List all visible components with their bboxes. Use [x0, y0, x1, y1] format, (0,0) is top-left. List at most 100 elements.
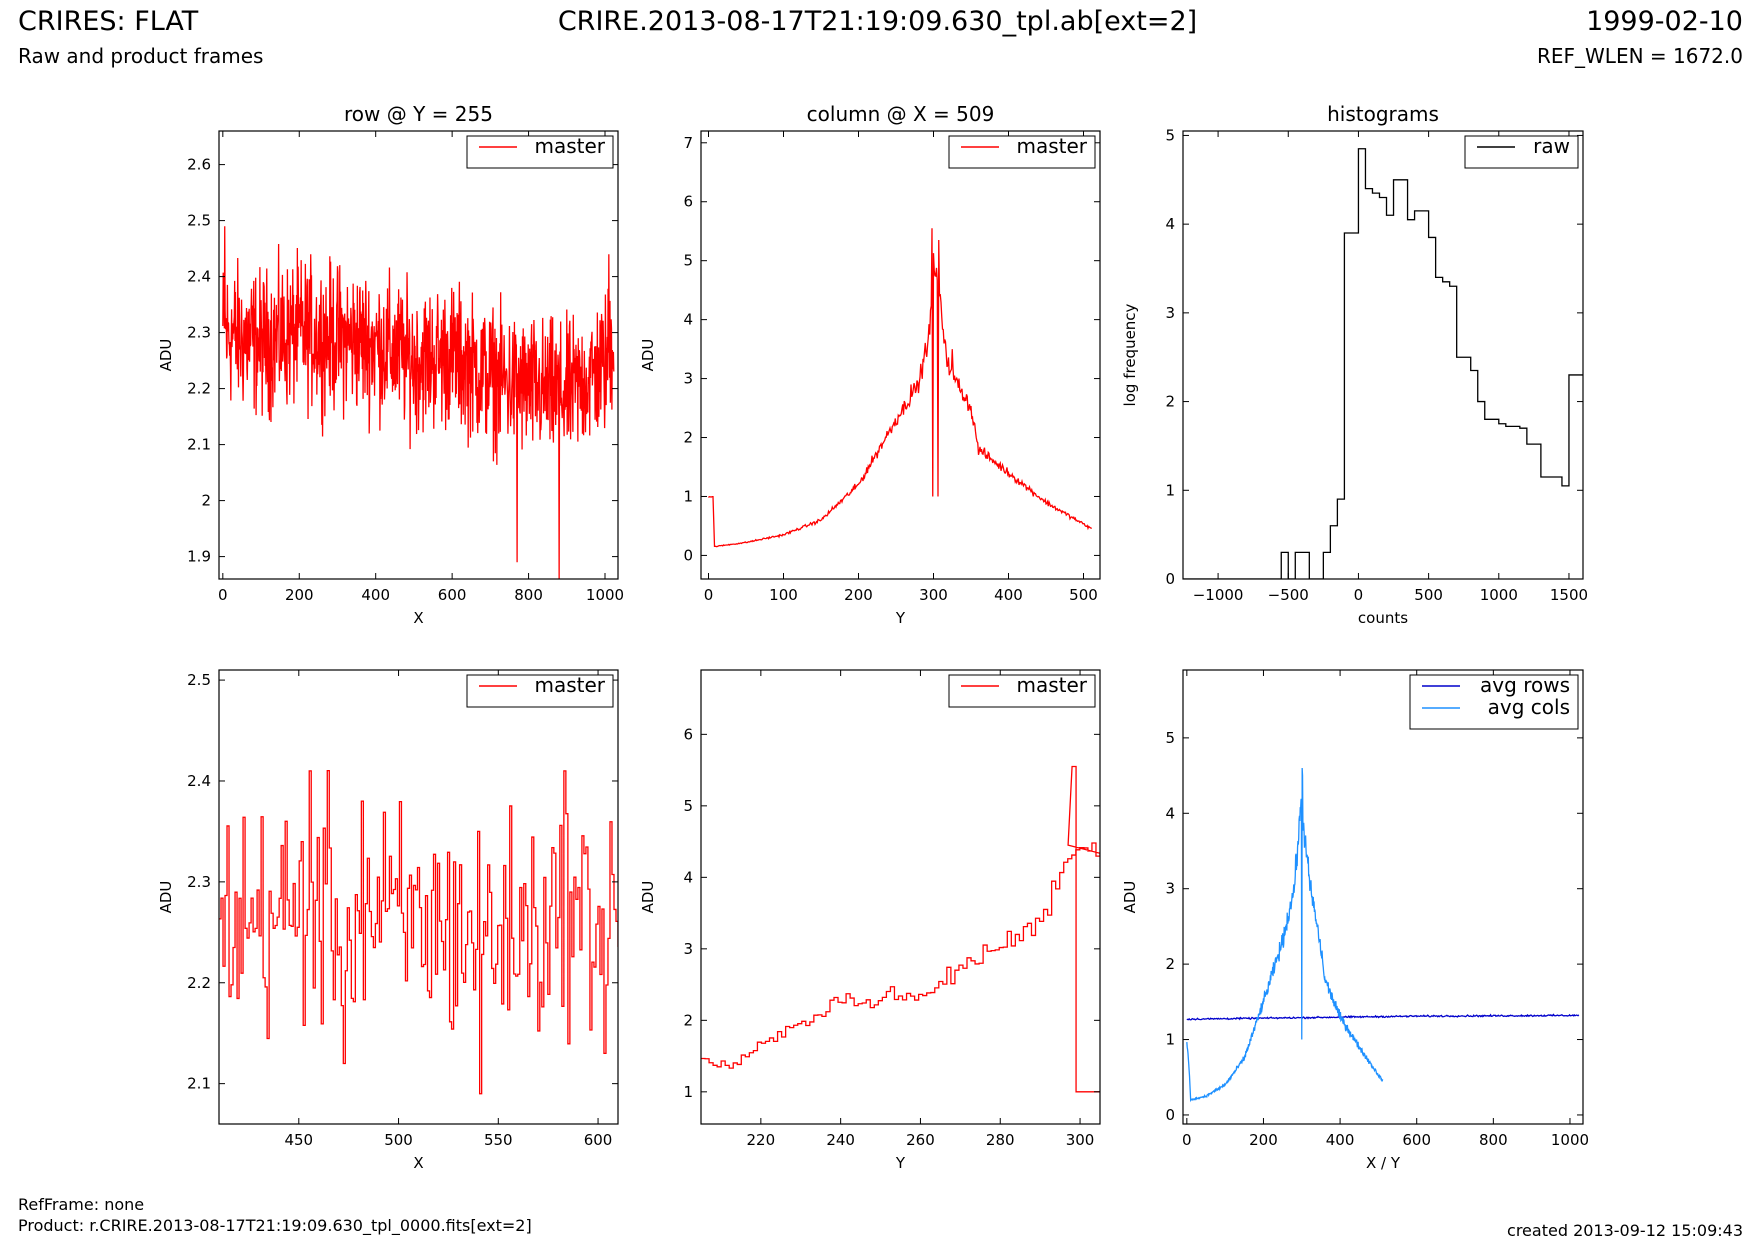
legend-label: avg rows — [1480, 673, 1570, 697]
y-tick-label: 4 — [1165, 215, 1175, 233]
x-tick-label: −500 — [1268, 586, 1309, 604]
page-subtitle: Raw and product frames — [18, 44, 264, 68]
x-tick-label: 0 — [1182, 1131, 1192, 1149]
plot-frame — [1182, 130, 1584, 580]
y-tick-label: 5 — [1165, 126, 1175, 144]
y-tick-label: 5 — [683, 252, 693, 270]
y-axis-label: ADU — [157, 339, 175, 372]
x-tick-label: 400 — [361, 586, 390, 604]
legend-label: raw — [1533, 134, 1570, 158]
y-tick-label: 2.5 — [187, 212, 211, 230]
chart-hist: −1000 −500 0 500 1000 1500 0 1 2 3 4 5 histograms cou… — [1121, 102, 1588, 627]
series-line-master — [219, 769, 618, 1095]
y-tick-label: 0 — [683, 546, 693, 564]
series-line-master — [701, 765, 1100, 1093]
y-tick-label: 4 — [1165, 804, 1175, 822]
y-tick-label: 2.3 — [187, 873, 211, 891]
y-tick-label: 2.6 — [187, 156, 211, 174]
y-tick-label: 2 — [1165, 393, 1175, 411]
y-tick-label: 2 — [1165, 955, 1175, 973]
x-tick-label: 450 — [284, 1131, 313, 1149]
y-tick-label: 2.4 — [187, 268, 211, 286]
x-tick-label: 600 — [1402, 1131, 1431, 1149]
x-tick-label: −1000 — [1193, 586, 1244, 604]
y-tick-label: 4 — [683, 868, 693, 886]
y-tick-label: 3 — [683, 370, 693, 388]
chart-title: row @ Y = 255 — [344, 102, 493, 126]
x-tick-label: 280 — [986, 1131, 1015, 1149]
legend: master — [948, 134, 1096, 169]
y-tick-label: 4 — [683, 311, 693, 329]
y-tick-label: 2 — [683, 1011, 693, 1029]
x-tick-label: 0 — [704, 586, 714, 604]
y-axis-label: ADU — [639, 339, 657, 372]
x-tick-label: 260 — [906, 1131, 935, 1149]
chart-title: column @ X = 509 — [807, 102, 995, 126]
x-tick-label: 300 — [919, 586, 948, 604]
ref-frame-label: RefFrame: none — [18, 1195, 145, 1214]
x-tick-label: 0 — [218, 586, 228, 604]
x-tick-label: 1000 — [586, 586, 624, 604]
x-tick-label: 200 — [844, 586, 873, 604]
x-axis-label: X — [413, 609, 423, 627]
x-tick-label: 500 — [384, 1131, 413, 1149]
y-axis-label: ADU — [639, 881, 657, 914]
y-tick-label: 2 — [683, 429, 693, 447]
x-tick-label: 0 — [1354, 586, 1364, 604]
y-tick-label: 1 — [1165, 1031, 1175, 1049]
series-line-raw — [1183, 148, 1583, 579]
x-axis-label: Y — [895, 609, 906, 627]
x-tick-label: 600 — [438, 586, 467, 604]
y-tick-label: 1 — [1165, 481, 1175, 499]
y-tick-label: 1 — [683, 1083, 693, 1101]
y-tick-label: 5 — [1165, 729, 1175, 747]
x-tick-label: 550 — [484, 1131, 513, 1149]
y-tick-label: 3 — [1165, 304, 1175, 322]
y-tick-label: 6 — [683, 193, 693, 211]
x-tick-label: 200 — [285, 586, 314, 604]
x-tick-label: 200 — [1249, 1131, 1278, 1149]
series-line-avg-rows — [1186, 1013, 1580, 1021]
x-tick-label: 300 — [1066, 1131, 1095, 1149]
y-tick-label: 2.2 — [187, 380, 211, 398]
x-tick-label: 1000 — [1551, 1131, 1589, 1149]
plot-frame — [1182, 669, 1584, 1125]
plot-frame — [700, 669, 1101, 1125]
x-tick-label: 500 — [1414, 586, 1443, 604]
x-tick-label: 500 — [1069, 586, 1098, 604]
y-tick-label: 1 — [683, 487, 693, 505]
legend-label: master — [1016, 673, 1087, 697]
plot-frame — [218, 130, 619, 580]
created-label: created 2013-09-12 15:09:43 — [1507, 1221, 1743, 1240]
legend: master — [948, 673, 1096, 708]
x-axis-label: X — [413, 1154, 423, 1172]
y-tick-label: 2.1 — [187, 1075, 211, 1093]
ref-wlen-label: REF_WLEN = 1672.0 — [1536, 44, 1743, 68]
y-axis-label: ADU — [1121, 881, 1139, 914]
legend: master — [466, 673, 614, 708]
y-tick-label: 1.9 — [187, 548, 211, 566]
chart-col: 0 100 200 300 400 500 0 1 2 3 4 5 6 7 column @ X = 509… — [639, 102, 1101, 627]
x-tick-label: 800 — [1479, 1131, 1508, 1149]
legend-label: avg cols — [1488, 695, 1570, 719]
x-tick-label: 800 — [514, 586, 543, 604]
y-axis-label: log frequency — [1121, 303, 1139, 406]
y-axis-label: ADU — [157, 881, 175, 914]
x-tick-label: 400 — [1326, 1131, 1355, 1149]
date-label: 1999-02-10 — [1586, 6, 1743, 37]
series-line-master — [222, 226, 615, 579]
legend: master — [466, 134, 614, 169]
chart-row: 0 200 400 600 800 1000 1.9 2 2.1 2.2 2.3 2.4 2.5 2.6 r… — [157, 102, 624, 627]
chart-col_zoom: 220 240 260 280 300 1 2 3 4 5 6 Y ADU master — [639, 669, 1101, 1172]
x-tick-label: 1000 — [1480, 586, 1518, 604]
product-label: Product: r.CRIRE.2013-08-17T21:19:09.630… — [18, 1216, 532, 1235]
y-tick-label: 5 — [683, 797, 693, 815]
y-tick-label: 3 — [683, 940, 693, 958]
x-tick-label: 100 — [769, 586, 798, 604]
y-tick-label: 0 — [1165, 1106, 1175, 1124]
legend-label: master — [534, 673, 605, 697]
y-tick-label: 3 — [1165, 880, 1175, 898]
x-tick-label: 240 — [826, 1131, 855, 1149]
series-line-avg-cols — [1186, 768, 1384, 1103]
